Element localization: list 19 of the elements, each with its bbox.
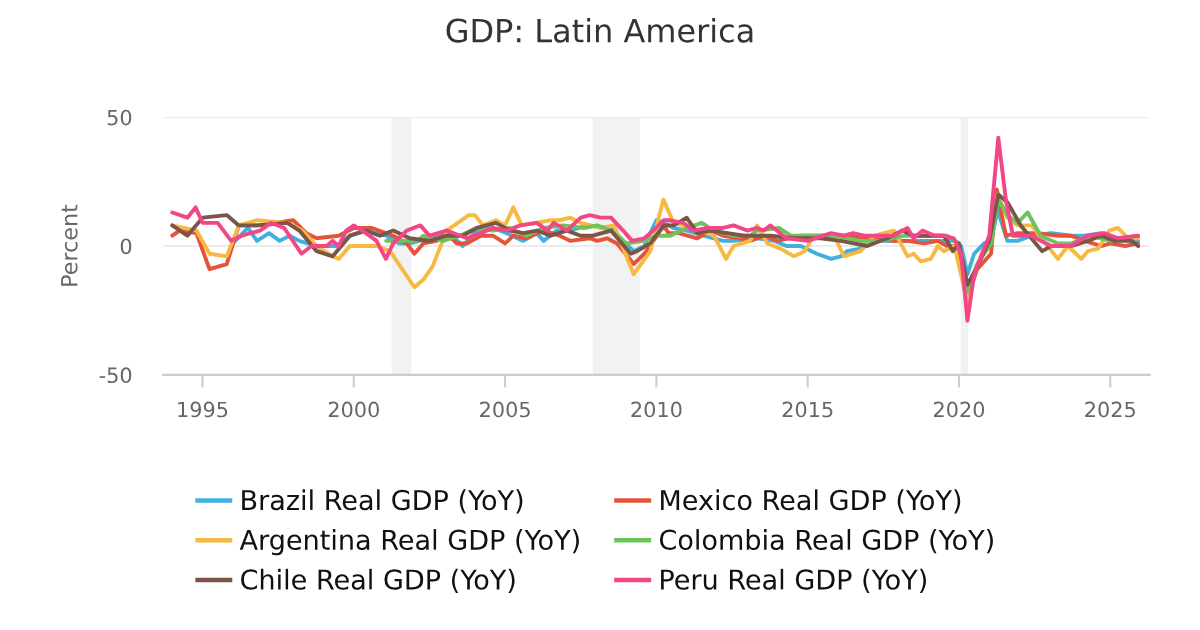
y-tick-label: 0 [120,238,132,255]
legend-label: Chile Real GDP (YoY) [241,568,515,593]
x-tick-label: 2010 [631,401,682,418]
y-tick-label: -50 [99,367,132,384]
y-tick-label: 50 [107,109,132,126]
y-axis-title: Percent [61,204,78,286]
legend-label: Colombia Real GDP (YoY) [659,529,993,554]
legend-label: Peru Real GDP (YoY) [661,568,926,593]
x-tick-label: 2025 [1085,401,1135,418]
x-tick-label: 2015 [782,401,833,418]
x-tick-label: 2020 [933,401,985,418]
legend-label: Mexico Real GDP (YoY) [661,489,961,514]
line-series [170,135,1141,323]
x-tick-label: 2005 [480,401,530,418]
legend-label: Brazil Real GDP (YoY) [242,489,523,514]
x-tick-label: 1995 [178,401,228,418]
legend-label: Argentina Real GDP (YoY) [239,529,579,556]
x-tick-label: 2000 [328,401,379,418]
chart-title: GDP: Latin America [446,17,753,43]
